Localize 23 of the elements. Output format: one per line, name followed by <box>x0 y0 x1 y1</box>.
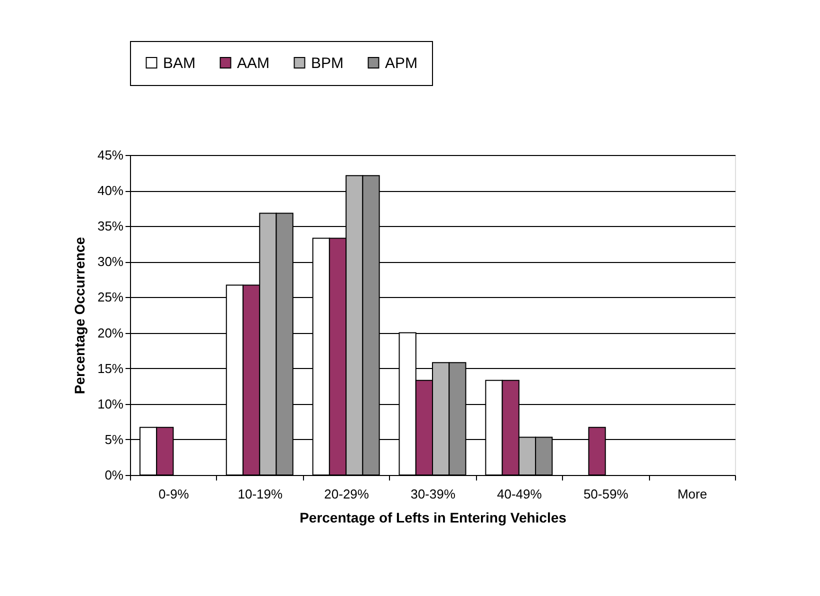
y-tick-label: 30% <box>97 254 124 270</box>
x-tick-label: More <box>677 486 708 502</box>
y-axis-title: Percentage Occurrence <box>71 236 88 394</box>
x-tick-label: 40-49% <box>497 486 542 502</box>
x-tick-label: 50-59% <box>583 486 629 502</box>
y-tick-label: 40% <box>97 183 124 198</box>
legend-label: AAM <box>237 54 270 72</box>
x-tick-label: 0-9% <box>158 486 190 502</box>
y-tick-label: 20% <box>97 325 124 340</box>
x-tick-label: 10-19% <box>238 486 283 502</box>
y-tick-label: 35% <box>97 218 124 234</box>
y-tick-label: 45% <box>97 148 124 162</box>
y-tick-label: 15% <box>97 360 124 376</box>
x-tick-label: 20-29% <box>324 486 370 502</box>
x-axis-title: Percentage of Lefts in Entering Vehicles <box>300 510 567 526</box>
y-tick-label: 5% <box>104 432 124 447</box>
y-tick-label: 0% <box>104 468 124 482</box>
legend-label: BPM <box>311 54 344 72</box>
y-tick-label: 10% <box>97 396 124 412</box>
legend-label: BAM <box>163 54 196 72</box>
y-tick-label: 25% <box>97 290 124 305</box>
x-tick-label: 30-39% <box>410 486 456 502</box>
legend-label: APM <box>385 54 418 72</box>
